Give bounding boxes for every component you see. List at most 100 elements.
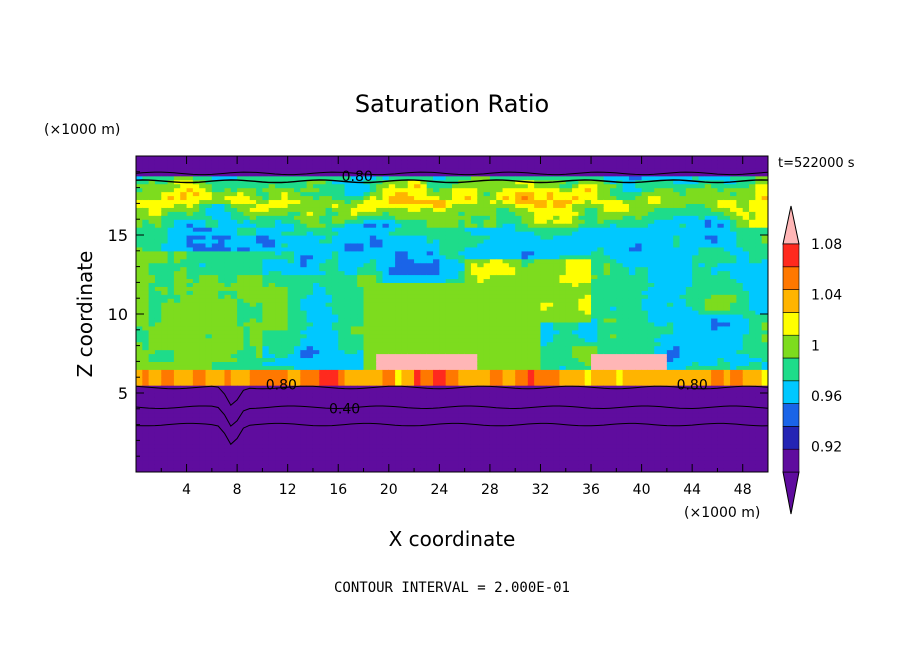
heat-cell: [281, 215, 289, 220]
heat-cell: [199, 444, 207, 449]
heat-cell: [363, 223, 371, 228]
heat-cell: [521, 420, 529, 426]
heat-cell: [154, 262, 162, 268]
heat-cell: [508, 227, 516, 232]
heat-cell: [350, 424, 358, 430]
heat-cell: [154, 337, 162, 343]
heat-cell: [407, 317, 415, 323]
heat-cell: [306, 262, 314, 268]
heat-cell: [420, 262, 428, 268]
heat-cell: [136, 231, 143, 236]
heat-cell: [218, 191, 226, 197]
heat-cell: [142, 175, 150, 181]
heat-cell: [502, 246, 510, 252]
heat-cell: [325, 353, 333, 359]
heat-cell: [136, 448, 143, 453]
heat-cell: [508, 250, 516, 256]
heat-cell: [470, 357, 478, 362]
heat-cell: [192, 436, 200, 441]
heat-cell: [502, 416, 510, 422]
heat-cell: [224, 428, 232, 434]
heat-cell: [477, 381, 485, 386]
heat-cell: [369, 440, 377, 445]
heat-cell: [205, 306, 213, 311]
heat-cell: [502, 294, 510, 299]
heat-cell: [470, 266, 478, 272]
heat-cell: [306, 337, 314, 343]
heat-cell: [508, 325, 516, 331]
heat-cell: [420, 400, 428, 406]
heat-cell: [218, 444, 226, 449]
heat-cell: [249, 396, 257, 402]
heat-cell: [426, 341, 434, 347]
heat-cell: [439, 274, 447, 280]
heat-cell: [470, 393, 478, 398]
heat-cell: [224, 357, 232, 362]
heat-cell: [256, 294, 263, 299]
heat-cell: [218, 294, 226, 299]
heat-cell: [508, 333, 516, 339]
heat-cell: [338, 246, 346, 252]
heat-cell: [388, 381, 396, 386]
heat-cell: [268, 298, 276, 303]
heat-cell: [300, 286, 308, 291]
heat-cell: [205, 199, 213, 204]
heat-cell: [319, 349, 327, 355]
heat-cell: [256, 183, 263, 189]
heat-cell: [148, 321, 156, 327]
heat-cell: [521, 262, 529, 268]
heat-cell: [338, 361, 346, 366]
heat-cell: [256, 452, 263, 457]
heat-cell: [148, 448, 156, 453]
heat-cell: [350, 464, 358, 469]
heat-cell: [420, 290, 428, 295]
heat-cell: [180, 353, 188, 359]
heat-cell: [395, 444, 403, 449]
heat-cell: [338, 353, 346, 359]
heat-cell: [433, 448, 440, 453]
heat-cell: [382, 254, 390, 260]
heat-cell: [515, 250, 523, 256]
heat-cell: [508, 211, 516, 216]
heat-cell: [414, 361, 421, 366]
heat-cell: [331, 464, 339, 469]
heat-cell: [192, 329, 200, 335]
heat-cell: [262, 337, 270, 343]
heat-cell: [230, 349, 238, 355]
heat-cell: [173, 349, 181, 355]
heat-cell: [237, 329, 245, 335]
heat-cell: [433, 436, 440, 441]
heat-cell: [369, 468, 377, 472]
heat-cell: [363, 195, 371, 201]
heat-cell: [395, 452, 403, 457]
heat-cell: [470, 428, 478, 434]
heat-cell: [452, 436, 459, 441]
heat-cell: [521, 254, 529, 260]
heat-cell: [180, 258, 188, 264]
heat-cell: [414, 329, 421, 335]
heat-cell: [515, 468, 523, 472]
heat-cell: [489, 211, 497, 216]
heat-cell: [142, 424, 150, 430]
heat-cell: [401, 377, 409, 382]
heat-cell: [275, 227, 282, 232]
heat-cell: [312, 310, 320, 315]
heat-cell: [445, 412, 453, 418]
heat-cell: [414, 266, 421, 272]
heat-cell: [388, 286, 396, 291]
heat-cell: [357, 436, 365, 441]
heat-cell: [470, 199, 478, 204]
heat-cell: [477, 341, 485, 347]
heat-cell: [395, 302, 403, 307]
heat-cell: [483, 238, 491, 244]
heat-cell: [407, 231, 415, 236]
heat-cell: [136, 314, 143, 319]
heat-cell: [230, 393, 238, 398]
heat-cell: [350, 290, 358, 295]
heat-cell: [489, 444, 497, 449]
heat-cell: [357, 262, 365, 268]
heat-cell: [287, 428, 295, 434]
heat-cell: [199, 298, 207, 303]
heat-cell: [350, 171, 358, 177]
heat-cell: [205, 329, 213, 335]
